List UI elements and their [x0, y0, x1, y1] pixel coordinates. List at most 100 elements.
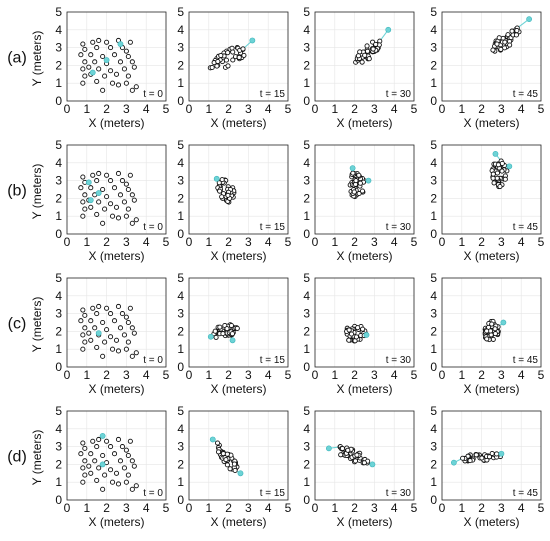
agent-point — [502, 176, 508, 182]
y-tick-label: 2 — [177, 58, 184, 72]
y-tick-label: 1 — [303, 475, 310, 489]
agent-point — [80, 346, 86, 352]
y-tick-label: 1 — [177, 76, 184, 90]
y-tick-label: 0 — [303, 360, 310, 374]
y-tick-label: 5 — [430, 138, 437, 152]
x-tick-label: 4 — [143, 235, 150, 249]
plot-frame — [441, 277, 542, 368]
agent-point — [350, 170, 356, 176]
agent-point — [80, 41, 86, 47]
panel-4-2 — [188, 410, 289, 501]
y-tick-label: 4 — [303, 289, 310, 303]
y-tick-label: 3 — [303, 307, 310, 321]
agent-point — [86, 463, 92, 469]
agent-point — [218, 52, 224, 59]
plot-frame — [188, 11, 289, 102]
x-tick-label: 5 — [538, 368, 545, 382]
agent-point — [82, 312, 88, 318]
panel-1-3 — [314, 11, 415, 102]
x-axis-title: X (meters) — [210, 515, 266, 529]
agent-point — [484, 328, 490, 334]
agent-point — [80, 199, 86, 205]
y-tick-label: 4 — [430, 289, 437, 303]
y-tick-label: 0 — [177, 227, 184, 241]
y-tick-label: 4 — [303, 156, 310, 170]
x-axis-title: X (meters) — [463, 515, 519, 529]
agent-point — [121, 66, 127, 72]
agent-point — [497, 183, 503, 190]
x-tick-label: 0 — [64, 368, 71, 382]
x-tick-label: 1 — [458, 368, 465, 382]
agent-point — [94, 211, 100, 217]
y-tick-label: 3 — [303, 440, 310, 454]
agent-point — [228, 322, 234, 329]
agent-point — [133, 350, 139, 356]
agent-point — [80, 307, 86, 313]
agent-point — [355, 325, 361, 331]
y-tick-label: 4 — [303, 23, 310, 37]
x-tick-label: 5 — [538, 102, 545, 116]
agent-point — [241, 52, 247, 58]
x-tick-label: 2 — [478, 501, 485, 515]
y-tick-label: 0 — [55, 227, 62, 241]
time-label: t = 15 — [260, 488, 286, 499]
panel-1-4 — [441, 11, 542, 102]
agent-point — [366, 56, 372, 62]
agent-point — [94, 178, 100, 184]
x-tick-label: 4 — [391, 102, 398, 116]
agent-point — [223, 57, 229, 63]
agent-point — [127, 305, 133, 311]
agent-point — [505, 32, 511, 38]
x-tick-label: 1 — [205, 501, 212, 515]
x-tick-label: 0 — [439, 501, 446, 515]
agent-point — [224, 451, 230, 457]
leader-point — [99, 433, 106, 439]
x-tick-label: 4 — [265, 501, 272, 515]
x-axis-title: X (meters) — [336, 382, 392, 396]
time-label: t = 0 — [143, 355, 163, 366]
x-tick-label: 5 — [163, 102, 170, 116]
x-axis-title: X (meters) — [88, 515, 144, 529]
agent-point — [129, 192, 135, 198]
x-tick-label: 2 — [103, 368, 110, 382]
y-tick-label: 2 — [303, 324, 310, 338]
y-tick-label: 3 — [430, 41, 437, 55]
leader-point — [249, 37, 256, 44]
agent-point — [494, 41, 500, 47]
y-tick-label: 4 — [55, 156, 62, 170]
x-axis-title: X (meters) — [463, 382, 519, 396]
agent-point — [108, 334, 114, 340]
agent-point — [490, 175, 496, 181]
leader-point — [213, 175, 220, 182]
agent-point — [119, 311, 125, 317]
agent-point — [234, 325, 240, 331]
agent-point — [494, 451, 500, 457]
y-tick-label: 3 — [55, 307, 62, 321]
x-tick-label: 4 — [391, 501, 398, 515]
y-tick-label: 2 — [55, 191, 62, 205]
agent-point — [353, 178, 359, 184]
agent-point — [370, 46, 376, 52]
panel-3-1 — [66, 277, 167, 368]
y-tick-label: 5 — [303, 138, 310, 152]
agent-point — [90, 39, 96, 45]
agent-point — [209, 64, 215, 71]
agent-point — [96, 170, 102, 177]
agent-point — [88, 185, 94, 191]
x-tick-label: 3 — [498, 235, 505, 249]
agent-point — [129, 325, 135, 331]
x-tick-label: 5 — [411, 368, 418, 382]
time-label: t = 45 — [513, 355, 539, 366]
leader-point — [385, 26, 392, 33]
agent-point — [86, 330, 92, 336]
agent-point — [108, 444, 114, 450]
plot-frame — [66, 144, 167, 235]
y-tick-label: 1 — [430, 76, 437, 90]
leader-point — [492, 150, 499, 157]
agent-point — [102, 73, 108, 79]
agent-point — [355, 53, 361, 59]
agent-point — [362, 52, 368, 58]
agent-point — [88, 451, 94, 457]
agent-point — [129, 220, 135, 226]
